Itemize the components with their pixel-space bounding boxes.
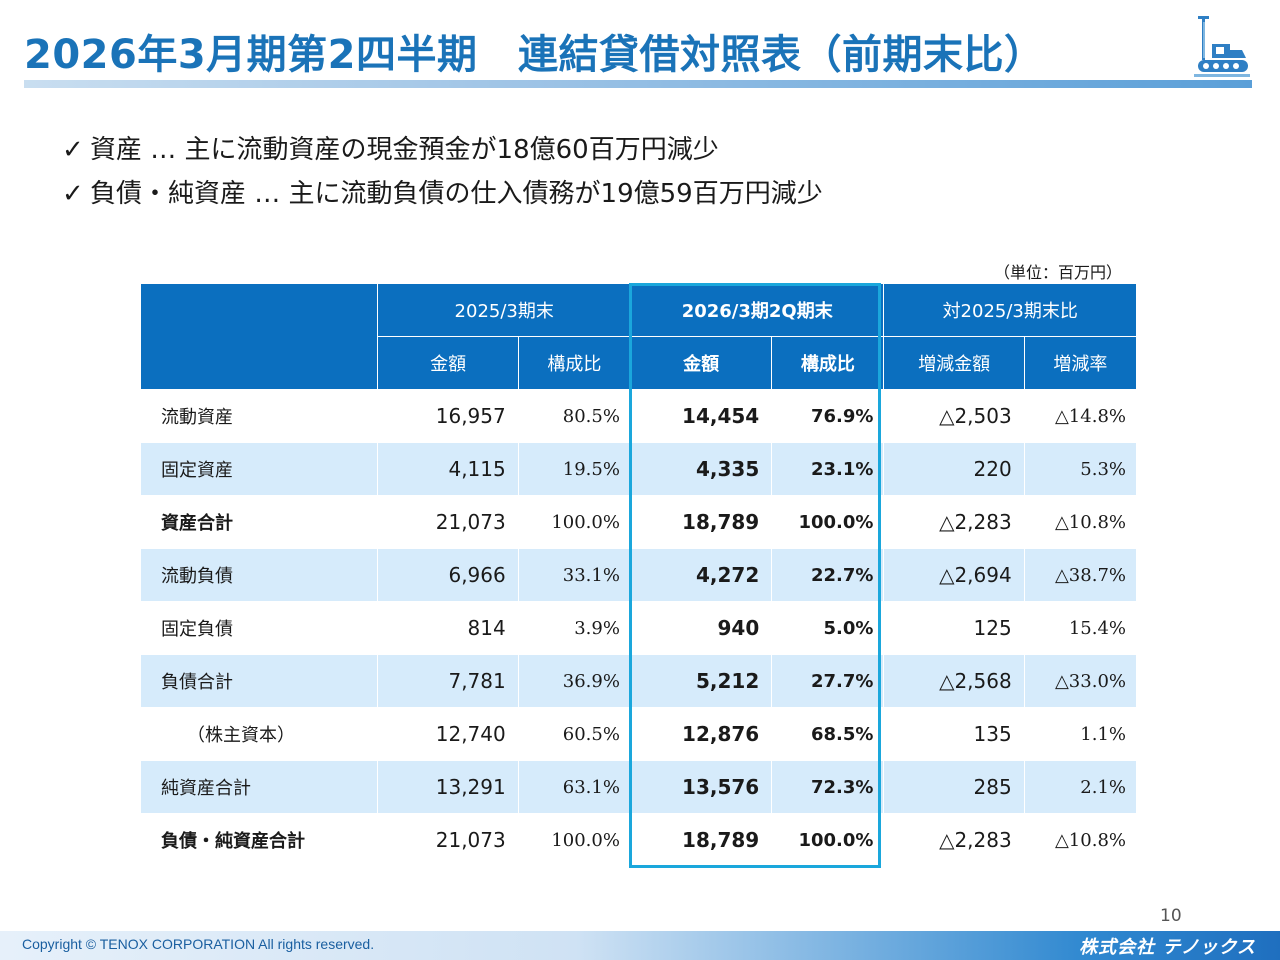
diff-amount: △2,694 — [883, 548, 1025, 602]
cur-ratio: 5.0% — [771, 601, 885, 655]
cur-amount: 14,454 — [629, 389, 773, 443]
table-row: 固定負債 814 3.9% 940 5.0% 125 15.4% — [139, 601, 1138, 655]
header-prev-period: 2025/3期末 — [377, 283, 631, 337]
diff-rate: △10.8% — [1023, 813, 1138, 867]
cur-ratio: 72.3% — [771, 760, 885, 814]
cur-ratio: 68.5% — [771, 707, 885, 761]
cur-amount: 18,789 — [629, 495, 773, 549]
diff-rate: 5.3% — [1023, 442, 1138, 496]
prev-amount: 814 — [377, 601, 519, 655]
prev-amount: 12,740 — [377, 707, 519, 761]
check-icon: ✓ — [62, 135, 84, 165]
table-row: 資産合計 21,073 100.0% 18,789 100.0% △2,283 … — [139, 495, 1138, 549]
cur-amount: 12,876 — [629, 707, 773, 761]
cur-ratio: 23.1% — [771, 442, 885, 496]
prev-ratio: 100.0% — [517, 495, 631, 549]
diff-rate: 15.4% — [1023, 601, 1138, 655]
cur-ratio: 76.9% — [771, 389, 885, 443]
subheader-diff-rate: 増減率 — [1023, 336, 1138, 390]
row-label: 流動負債 — [139, 548, 379, 602]
prev-amount: 21,073 — [377, 813, 519, 867]
prev-amount: 13,291 — [377, 760, 519, 814]
diff-rate: 2.1% — [1023, 760, 1138, 814]
cur-ratio: 22.7% — [771, 548, 885, 602]
diff-amount: △2,503 — [883, 389, 1025, 443]
diff-amount: △2,568 — [883, 654, 1025, 708]
cur-amount: 940 — [629, 601, 773, 655]
prev-amount: 16,957 — [377, 389, 519, 443]
page-title: 2026年3月期第2四半期 連結貸借対照表（前期末比） — [24, 32, 1045, 78]
summary-bullets: ✓ 資産 … 主に流動資産の現金預金が18億60百万円減少 ✓ 負債・純資産 … 主… — [62, 128, 823, 216]
table-row: （株主資本） 12,740 60.5% 12,876 68.5% 135 1.1… — [139, 707, 1138, 761]
diff-amount: 220 — [883, 442, 1025, 496]
header-comparison: 対2025/3期末比 — [883, 283, 1137, 337]
table-row: 負債合計 7,781 36.9% 5,212 27.7% △2,568 △33.… — [139, 654, 1138, 708]
balance-sheet-table: 2025/3期末 2026/3期2Q期末 対2025/3期末比 金額 構成比 金… — [139, 283, 1138, 867]
diff-amount: △2,283 — [883, 813, 1025, 867]
row-label: 負債・純資産合計 — [139, 813, 379, 867]
prev-ratio: 19.5% — [517, 442, 631, 496]
title-underline — [24, 80, 1252, 88]
subheader-diff-amount: 増減金額 — [883, 336, 1025, 390]
diff-amount: 125 — [883, 601, 1025, 655]
diff-rate: △14.8% — [1023, 389, 1138, 443]
prev-amount: 6,966 — [377, 548, 519, 602]
table-row: 流動負債 6,966 33.1% 4,272 22.7% △2,694 △38.… — [139, 548, 1138, 602]
diff-amount: △2,283 — [883, 495, 1025, 549]
bullet-text: 資産 … 主に流動資産の現金預金が18億60百万円減少 — [90, 135, 719, 165]
table-row: 固定資産 4,115 19.5% 4,335 23.1% 220 5.3% — [139, 442, 1138, 496]
cur-amount: 4,335 — [629, 442, 773, 496]
cur-amount: 5,212 — [629, 654, 773, 708]
diff-rate: 1.1% — [1023, 707, 1138, 761]
check-icon: ✓ — [62, 179, 84, 209]
prev-ratio: 80.5% — [517, 389, 631, 443]
row-label: 固定資産 — [139, 442, 379, 496]
diff-rate: △38.7% — [1023, 548, 1138, 602]
prev-amount: 21,073 — [377, 495, 519, 549]
cur-amount: 4,272 — [629, 548, 773, 602]
prev-ratio: 100.0% — [517, 813, 631, 867]
copyright: Copyright © TENOX CORPORATION All rights… — [22, 936, 375, 952]
subheader-prev-amount: 金額 — [377, 336, 519, 390]
row-label: 資産合計 — [139, 495, 379, 549]
bullet-liabilities: ✓ 負債・純資産 … 主に流動負債の仕入債務が19億59百万円減少 — [62, 172, 823, 216]
row-label: （株主資本） — [139, 707, 379, 761]
subheader-cur-amount: 金額 — [629, 336, 773, 390]
row-label: 固定負債 — [139, 601, 379, 655]
diff-amount: 285 — [883, 760, 1025, 814]
header-corner — [139, 283, 379, 390]
company-logo: 株式会社 テノックス — [1079, 937, 1256, 958]
prev-amount: 7,781 — [377, 654, 519, 708]
table-row: 負債・純資産合計 21,073 100.0% 18,789 100.0% △2,… — [139, 813, 1138, 867]
prev-amount: 4,115 — [377, 442, 519, 496]
row-label: 流動資産 — [139, 389, 379, 443]
subheader-cur-ratio: 構成比 — [771, 336, 885, 390]
cur-ratio: 100.0% — [771, 813, 885, 867]
diff-rate: △10.8% — [1023, 495, 1138, 549]
bullet-assets: ✓ 資産 … 主に流動資産の現金預金が18億60百万円減少 — [62, 128, 823, 172]
unit-label: （単位：百万円） — [993, 263, 1122, 282]
table-row: 流動資産 16,957 80.5% 14,454 76.9% △2,503 △1… — [139, 389, 1138, 443]
cur-ratio: 27.7% — [771, 654, 885, 708]
diff-amount: 135 — [883, 707, 1025, 761]
prev-ratio: 33.1% — [517, 548, 631, 602]
header-current-period: 2026/3期2Q期末 — [629, 283, 885, 337]
row-label: 純資産合計 — [139, 760, 379, 814]
cur-ratio: 100.0% — [771, 495, 885, 549]
prev-ratio: 36.9% — [517, 654, 631, 708]
subheader-prev-ratio: 構成比 — [517, 336, 631, 390]
prev-ratio: 60.5% — [517, 707, 631, 761]
table-row: 純資産合計 13,291 63.1% 13,576 72.3% 285 2.1% — [139, 760, 1138, 814]
cur-amount: 18,789 — [629, 813, 773, 867]
diff-rate: △33.0% — [1023, 654, 1138, 708]
prev-ratio: 63.1% — [517, 760, 631, 814]
prev-ratio: 3.9% — [517, 601, 631, 655]
construction-machine-icon — [1194, 16, 1250, 77]
page-number: 10 — [1160, 906, 1182, 926]
bullet-text: 負債・純資産 … 主に流動負債の仕入債務が19億59百万円減少 — [90, 179, 823, 209]
cur-amount: 13,576 — [629, 760, 773, 814]
row-label: 負債合計 — [139, 654, 379, 708]
footer-bar — [0, 931, 1280, 960]
